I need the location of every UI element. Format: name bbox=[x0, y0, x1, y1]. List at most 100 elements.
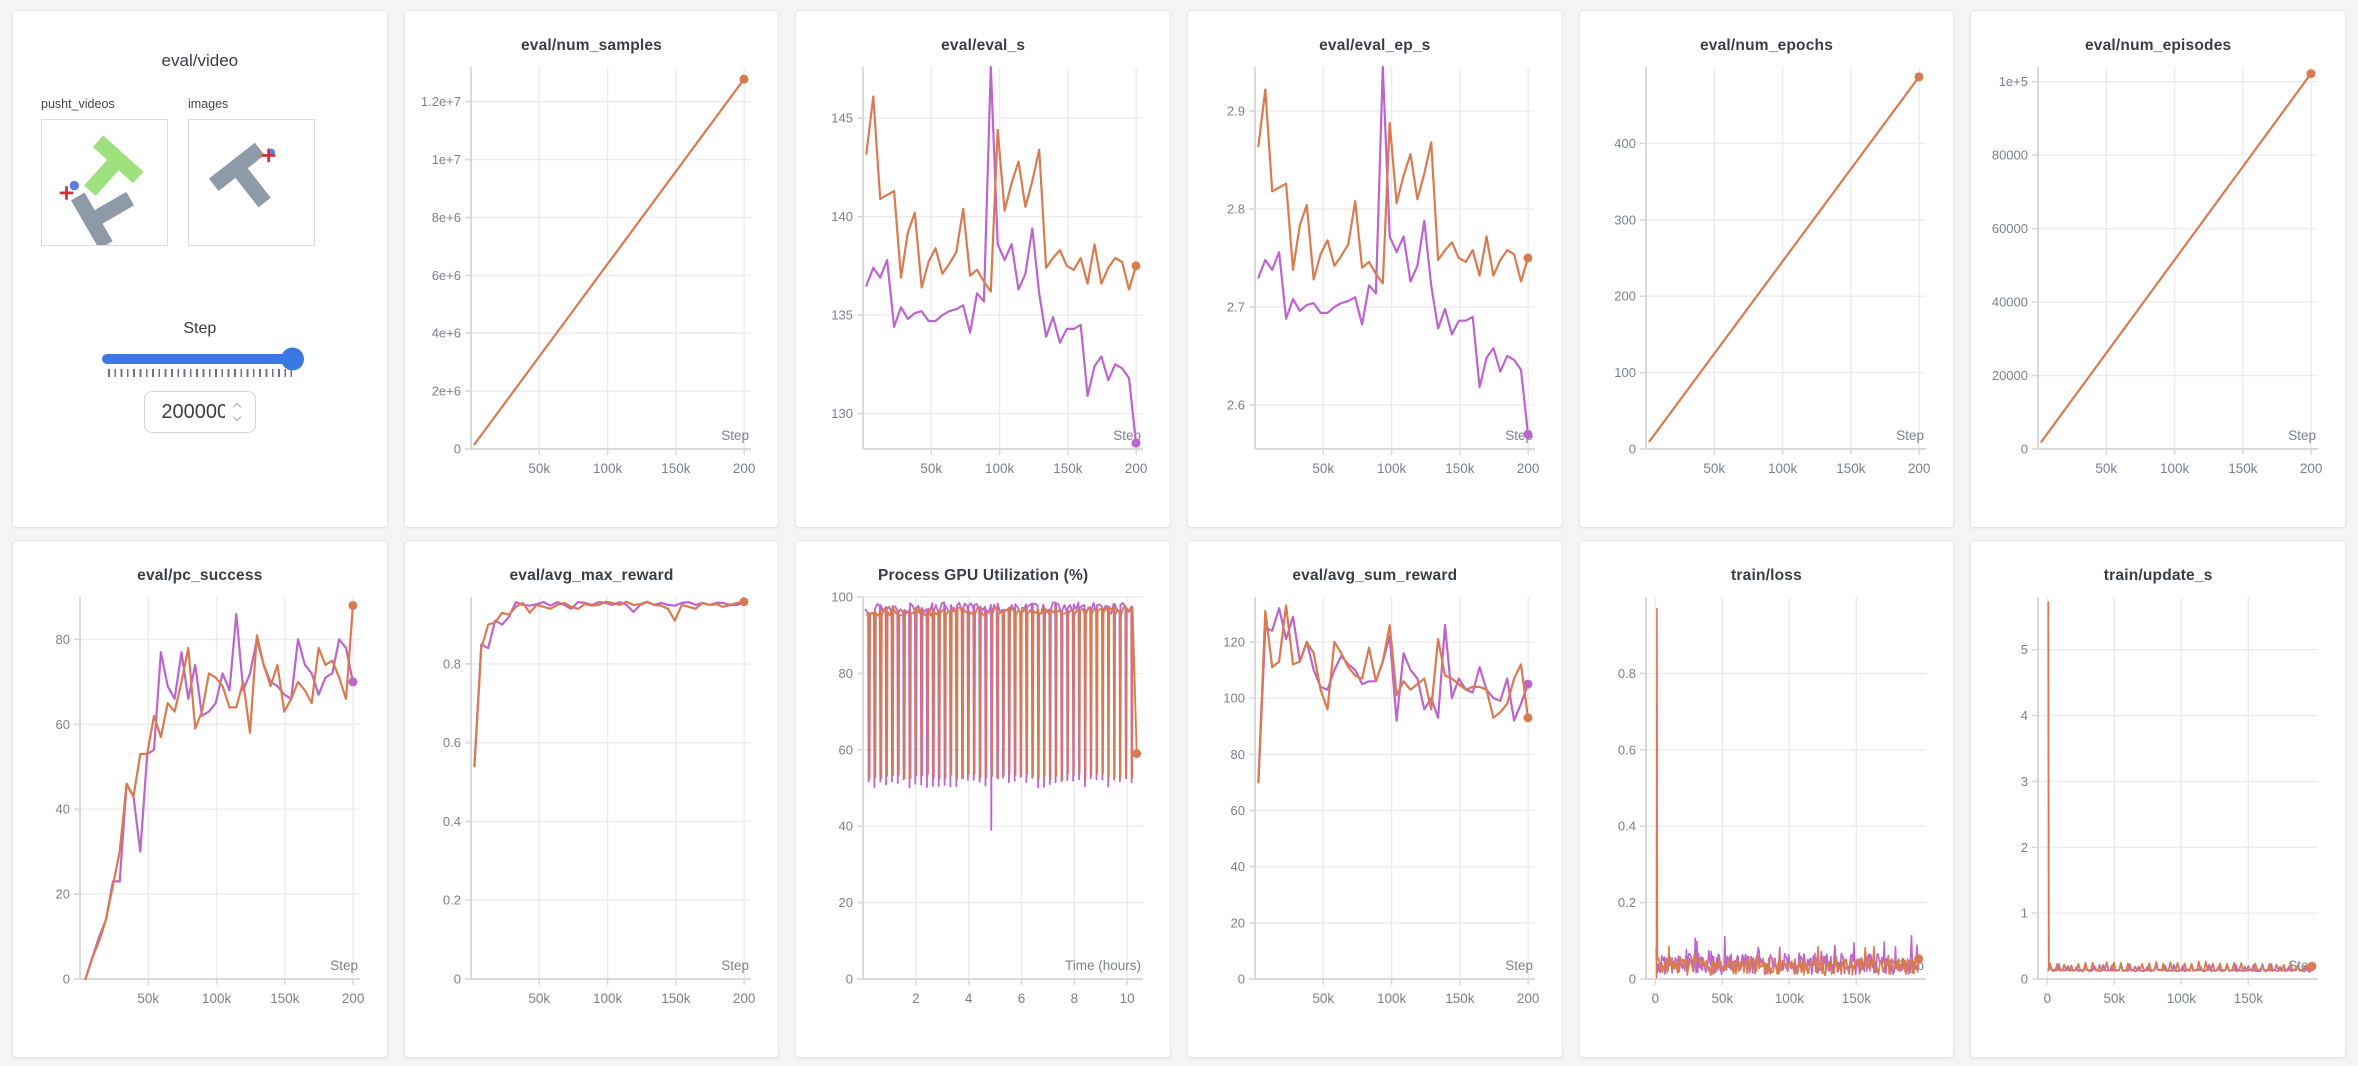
agent-dot bbox=[69, 180, 79, 191]
svg-text:60: 60 bbox=[839, 742, 853, 757]
chart-panel: eval/num_episodes 0 20000 40000 60000 80000 1… bbox=[1970, 10, 2346, 528]
svg-text:3: 3 bbox=[2021, 774, 2028, 789]
svg-text:130: 130 bbox=[831, 406, 853, 421]
spinner-down-icon[interactable] bbox=[233, 412, 242, 422]
step-slider-label: Step bbox=[183, 320, 217, 337]
svg-text:8e+6: 8e+6 bbox=[432, 210, 461, 225]
svg-text:0.6: 0.6 bbox=[443, 735, 461, 750]
chart-title: eval/eval_s bbox=[941, 37, 1026, 54]
svg-text:80: 80 bbox=[839, 666, 853, 681]
svg-text:20000: 20000 bbox=[1992, 368, 2028, 383]
media-row: pusht_videos images bbox=[13, 97, 387, 246]
line-chart[interactable]: 0 20 40 60 80 50k 100k 150k 200 Step bbox=[13, 587, 387, 1023]
svg-text:100: 100 bbox=[831, 590, 853, 605]
green-t-shape bbox=[84, 135, 144, 196]
svg-text:140: 140 bbox=[831, 209, 853, 224]
svg-text:Step: Step bbox=[1505, 958, 1533, 973]
line-chart[interactable]: 0 0.2 0.4 0.6 0.8 50k 100k 150k 200 Step bbox=[405, 587, 779, 1023]
svg-text:0: 0 bbox=[2044, 991, 2052, 1006]
svg-text:0.4: 0.4 bbox=[443, 814, 461, 829]
svg-text:100k: 100k bbox=[2160, 461, 2190, 476]
image-frame[interactable] bbox=[188, 119, 315, 246]
svg-text:60000: 60000 bbox=[1992, 221, 2028, 236]
svg-text:0.2: 0.2 bbox=[1618, 895, 1636, 910]
svg-text:0: 0 bbox=[454, 972, 461, 987]
svg-text:100k: 100k bbox=[593, 991, 623, 1006]
target-cross bbox=[59, 186, 74, 200]
chart-title: train/update_s bbox=[2103, 567, 2213, 584]
svg-text:150k: 150k bbox=[1445, 461, 1475, 476]
svg-text:Step: Step bbox=[722, 428, 750, 443]
svg-text:100: 100 bbox=[1615, 365, 1637, 380]
line-chart[interactable]: 2.6 2.7 2.8 2.9 50k 100k 150k 200 Step bbox=[1188, 57, 1562, 493]
line-chart[interactable]: 0 1 2 3 4 5 0 50k 100k 150k Step bbox=[1971, 587, 2345, 1023]
step-control: Step bbox=[13, 320, 387, 433]
target-cross bbox=[261, 148, 276, 163]
svg-text:40000: 40000 bbox=[1992, 295, 2028, 310]
chart-svg: 0 2e+6 4e+6 6e+6 8e+6 1e+7 1.2e+7 50k 100k 150k 20… bbox=[421, 67, 756, 476]
chart-svg: 0 20 40 60 80 50k 100k 150k 200 Step bbox=[55, 597, 365, 1006]
svg-text:Step: Step bbox=[330, 958, 358, 973]
svg-text:300: 300 bbox=[1615, 212, 1637, 227]
svg-text:0.6: 0.6 bbox=[1618, 742, 1636, 757]
svg-text:0: 0 bbox=[1629, 972, 1636, 987]
svg-text:80: 80 bbox=[1230, 747, 1244, 762]
svg-text:2.7: 2.7 bbox=[1227, 299, 1245, 314]
line-chart[interactable]: 0 2e+6 4e+6 6e+6 8e+6 1e+7 1.2e+7 50k 100k 150k 20… bbox=[405, 57, 779, 493]
svg-text:0: 0 bbox=[63, 972, 70, 987]
step-slider-ticks bbox=[107, 369, 292, 377]
svg-text:5: 5 bbox=[2021, 642, 2028, 657]
svg-text:100: 100 bbox=[1223, 691, 1245, 706]
step-input-box bbox=[143, 391, 256, 433]
line-chart[interactable]: 0 100 200 300 400 50k 100k 150k 200 Step bbox=[1580, 57, 1954, 493]
spinner-up-icon[interactable] bbox=[233, 402, 242, 412]
step-slider-thumb[interactable] bbox=[280, 347, 304, 371]
svg-text:20: 20 bbox=[1230, 915, 1244, 930]
svg-text:0: 0 bbox=[2021, 972, 2028, 987]
svg-text:40: 40 bbox=[839, 819, 853, 834]
step-spinner[interactable] bbox=[233, 402, 242, 422]
chart-panel: eval/num_epochs 0 100 200 300 400 50k 100k 150k… bbox=[1578, 10, 1955, 528]
svg-text:150k: 150k bbox=[662, 461, 692, 476]
svg-text:1e+5: 1e+5 bbox=[1999, 74, 2028, 89]
svg-text:60: 60 bbox=[55, 717, 69, 732]
svg-text:100k: 100k bbox=[1775, 991, 1805, 1006]
svg-text:50k: 50k bbox=[1712, 991, 1734, 1006]
step-slider[interactable] bbox=[101, 347, 304, 371]
svg-text:60: 60 bbox=[1230, 803, 1244, 818]
svg-text:0.4: 0.4 bbox=[1618, 819, 1636, 834]
chart-title: Process GPU Utilization (%) bbox=[877, 567, 1089, 584]
chart-title: eval/num_epochs bbox=[1699, 37, 1834, 54]
media-panel: eval/video pusht_videos bbox=[12, 10, 388, 528]
svg-text:0: 0 bbox=[846, 972, 853, 987]
svg-text:0: 0 bbox=[1238, 972, 1245, 987]
line-chart[interactable]: 0 20 40 60 80 100 120 50k 100k 150k 200 Step bbox=[1188, 587, 1562, 1023]
svg-text:1: 1 bbox=[2021, 906, 2028, 921]
svg-text:1e+7: 1e+7 bbox=[432, 152, 461, 167]
line-chart[interactable]: 0 20000 40000 60000 80000 1e+5 50k 100k 150k 200 S… bbox=[1971, 57, 2345, 493]
line-chart[interactable]: 130 135 140 145 50k 100k 150k 200 Step bbox=[796, 57, 1170, 493]
svg-text:1.2e+7: 1.2e+7 bbox=[421, 94, 461, 109]
svg-text:0: 0 bbox=[1629, 442, 1636, 457]
step-input[interactable] bbox=[159, 399, 228, 425]
svg-text:6: 6 bbox=[1018, 991, 1026, 1006]
svg-text:200: 200 bbox=[342, 991, 365, 1006]
svg-text:120: 120 bbox=[1223, 634, 1245, 649]
line-chart[interactable]: 0 20 40 60 80 100 2 4 6 8 10 Time (hours) bbox=[796, 587, 1170, 1023]
pusht-video-frame[interactable] bbox=[41, 119, 168, 246]
svg-text:50k: 50k bbox=[1704, 461, 1726, 476]
media-figure-images: images bbox=[188, 97, 315, 246]
line-chart[interactable]: 0 0.2 0.4 0.6 0.8 0 50k 100k 150k Step bbox=[1580, 587, 1954, 1023]
svg-text:400: 400 bbox=[1615, 136, 1637, 151]
svg-text:100k: 100k bbox=[985, 461, 1015, 476]
svg-text:200: 200 bbox=[1615, 289, 1637, 304]
svg-text:150k: 150k bbox=[1445, 991, 1475, 1006]
svg-text:40: 40 bbox=[55, 802, 69, 817]
media-label: pusht_videos bbox=[41, 97, 115, 111]
svg-text:50k: 50k bbox=[529, 991, 551, 1006]
svg-text:150k: 150k bbox=[1053, 461, 1083, 476]
svg-text:0.8: 0.8 bbox=[1618, 666, 1636, 681]
svg-text:50k: 50k bbox=[2104, 991, 2126, 1006]
